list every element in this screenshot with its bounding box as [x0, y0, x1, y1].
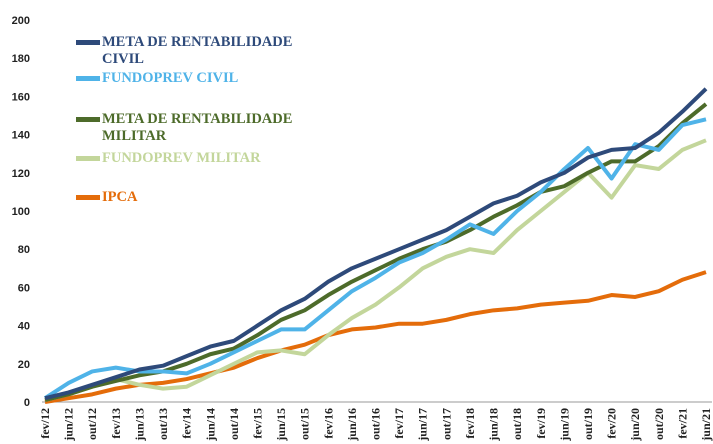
y-tick-label: 20 [18, 359, 30, 371]
x-tick-label: fev/18 [463, 408, 477, 439]
x-tick-label: out/20 [652, 408, 666, 440]
x-tick-label: jun/13 [132, 408, 146, 442]
y-tick-label: 100 [12, 206, 30, 218]
legend-swatch [76, 76, 100, 81]
legend-label: FUNDOPREV CIVIL [102, 70, 239, 86]
x-tick-label: jun/17 [416, 408, 430, 442]
x-tick-label: jun/19 [557, 408, 571, 442]
x-tick-label: fev/16 [321, 408, 335, 439]
y-tick-label: 180 [12, 53, 30, 65]
x-tick-label: fev/17 [392, 408, 406, 439]
x-tick-label: jun/16 [345, 408, 359, 442]
series-line [44, 102, 708, 403]
legend-label: META DE RENTABILIDADE CIVIL [102, 34, 293, 67]
x-tick-label: out/15 [298, 408, 312, 440]
legend-swatch [76, 117, 100, 122]
legend-entry: FUNDOPREV CIVIL [76, 70, 317, 87]
y-tick-label: 80 [18, 244, 30, 256]
series-line [44, 270, 707, 404]
y-tick-label: 60 [18, 282, 30, 294]
x-tick-label: fev/13 [109, 408, 123, 439]
x-tick-label: jun/18 [487, 408, 501, 442]
x-tick-label: fev/20 [605, 408, 619, 439]
legend-entry: IPCA [76, 189, 317, 206]
y-tick-label: 40 [18, 321, 30, 333]
x-tick-label: out/14 [227, 408, 241, 440]
y-tick-label: 160 [12, 91, 30, 103]
legend-swatch [76, 195, 100, 200]
x-tick-label: fev/15 [250, 408, 264, 439]
x-tick-label: out/18 [510, 408, 524, 440]
x-tick-label: out/19 [581, 408, 595, 440]
series-line [44, 138, 707, 403]
x-tick-label: fev/14 [180, 408, 194, 439]
legend-label: IPCA [102, 189, 138, 205]
y-tick-label: 120 [12, 168, 30, 180]
legend-entry: META DE RENTABILIDADE CIVIL [76, 34, 317, 68]
series-line [44, 87, 708, 401]
legend-swatch [76, 40, 100, 45]
y-tick-label: 0 [24, 397, 30, 409]
x-tick-label: jun/20 [628, 408, 642, 442]
legend-entry: FUNDOPREV MILITAR [76, 150, 317, 167]
x-tick-label: jun/14 [203, 408, 217, 442]
x-tick-label: out/12 [85, 408, 99, 440]
x-tick-label: out/16 [369, 408, 383, 440]
x-tick-label: jun/15 [274, 408, 288, 442]
x-tick-label: out/13 [156, 408, 170, 440]
y-tick-label: 140 [12, 130, 30, 142]
x-tick-label: fev/19 [534, 408, 548, 439]
x-tick-label: jun/21 [699, 408, 713, 442]
x-tick-label: out/17 [439, 408, 453, 440]
legend-label: META DE RENTABILIDADE MILITAR [102, 111, 293, 144]
x-tick-label: fev/21 [675, 408, 689, 439]
legend-entry: META DE RENTABILIDADE MILITAR [76, 111, 317, 145]
legend-swatch [76, 156, 100, 161]
series-line [43, 117, 707, 400]
x-tick-label: fev/12 [38, 408, 52, 439]
y-tick-label: 200 [12, 15, 30, 27]
legend-label: FUNDOPREV MILITAR [102, 150, 261, 166]
x-tick-label: jun/12 [62, 408, 76, 442]
